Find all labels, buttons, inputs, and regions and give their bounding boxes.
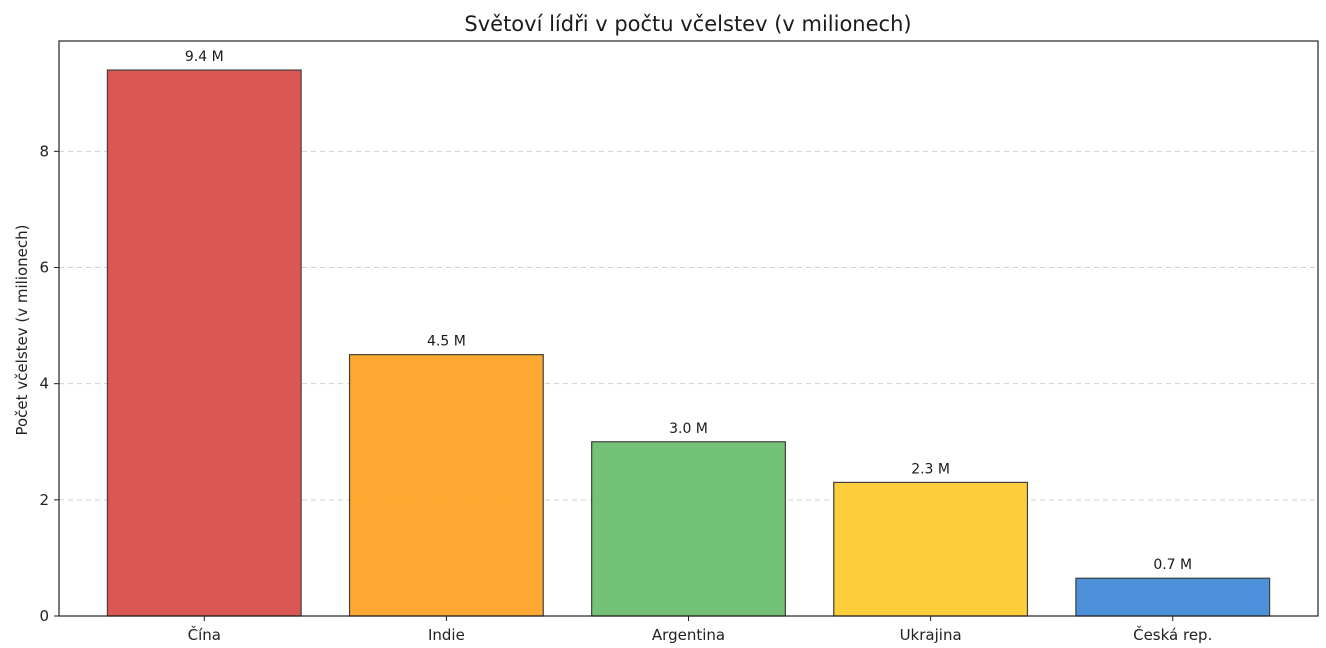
- y-tick-label: 4: [39, 375, 49, 393]
- data-labels: 9.4 M 4.5 M 3.0 M 2.3 M 0.7 M: [185, 49, 1192, 573]
- x-tick-label: Indie: [428, 626, 465, 644]
- x-tick-label: Ukrajina: [900, 626, 962, 644]
- bar-value-label: 0.7 M: [1153, 557, 1192, 573]
- y-tick-label: 6: [39, 259, 49, 277]
- bar: [833, 481, 1029, 617]
- bar: [591, 441, 786, 617]
- x-tick-label: Čína: [188, 625, 221, 644]
- bar: [106, 69, 302, 617]
- bar-value-label: 9.4 M: [185, 49, 224, 65]
- y-axis-label: Počet včelstev (v milionech): [13, 224, 31, 435]
- y-tick-label: 0: [39, 607, 49, 625]
- x-tick-label: Argentina: [652, 626, 725, 644]
- x-tick-label: Česká rep.: [1133, 625, 1212, 644]
- bar: [1075, 577, 1271, 617]
- y-tick-label: 8: [39, 142, 49, 160]
- y-tick-label: 2: [39, 491, 49, 509]
- y-axis-ticks: 0 2 4 6 8: [39, 142, 59, 625]
- bar-value-label: 4.5 M: [427, 334, 466, 350]
- x-axis-ticks: Čína Indie Argentina Ukrajina Česká rep.: [188, 616, 1212, 644]
- bars: [106, 69, 1271, 617]
- chart-title: Světoví lídři v počtu včelstev (v milion…: [464, 12, 911, 36]
- bar-value-label: 3.0 M: [669, 421, 708, 437]
- bar: [348, 354, 544, 617]
- bar-value-label: 2.3 M: [911, 461, 950, 477]
